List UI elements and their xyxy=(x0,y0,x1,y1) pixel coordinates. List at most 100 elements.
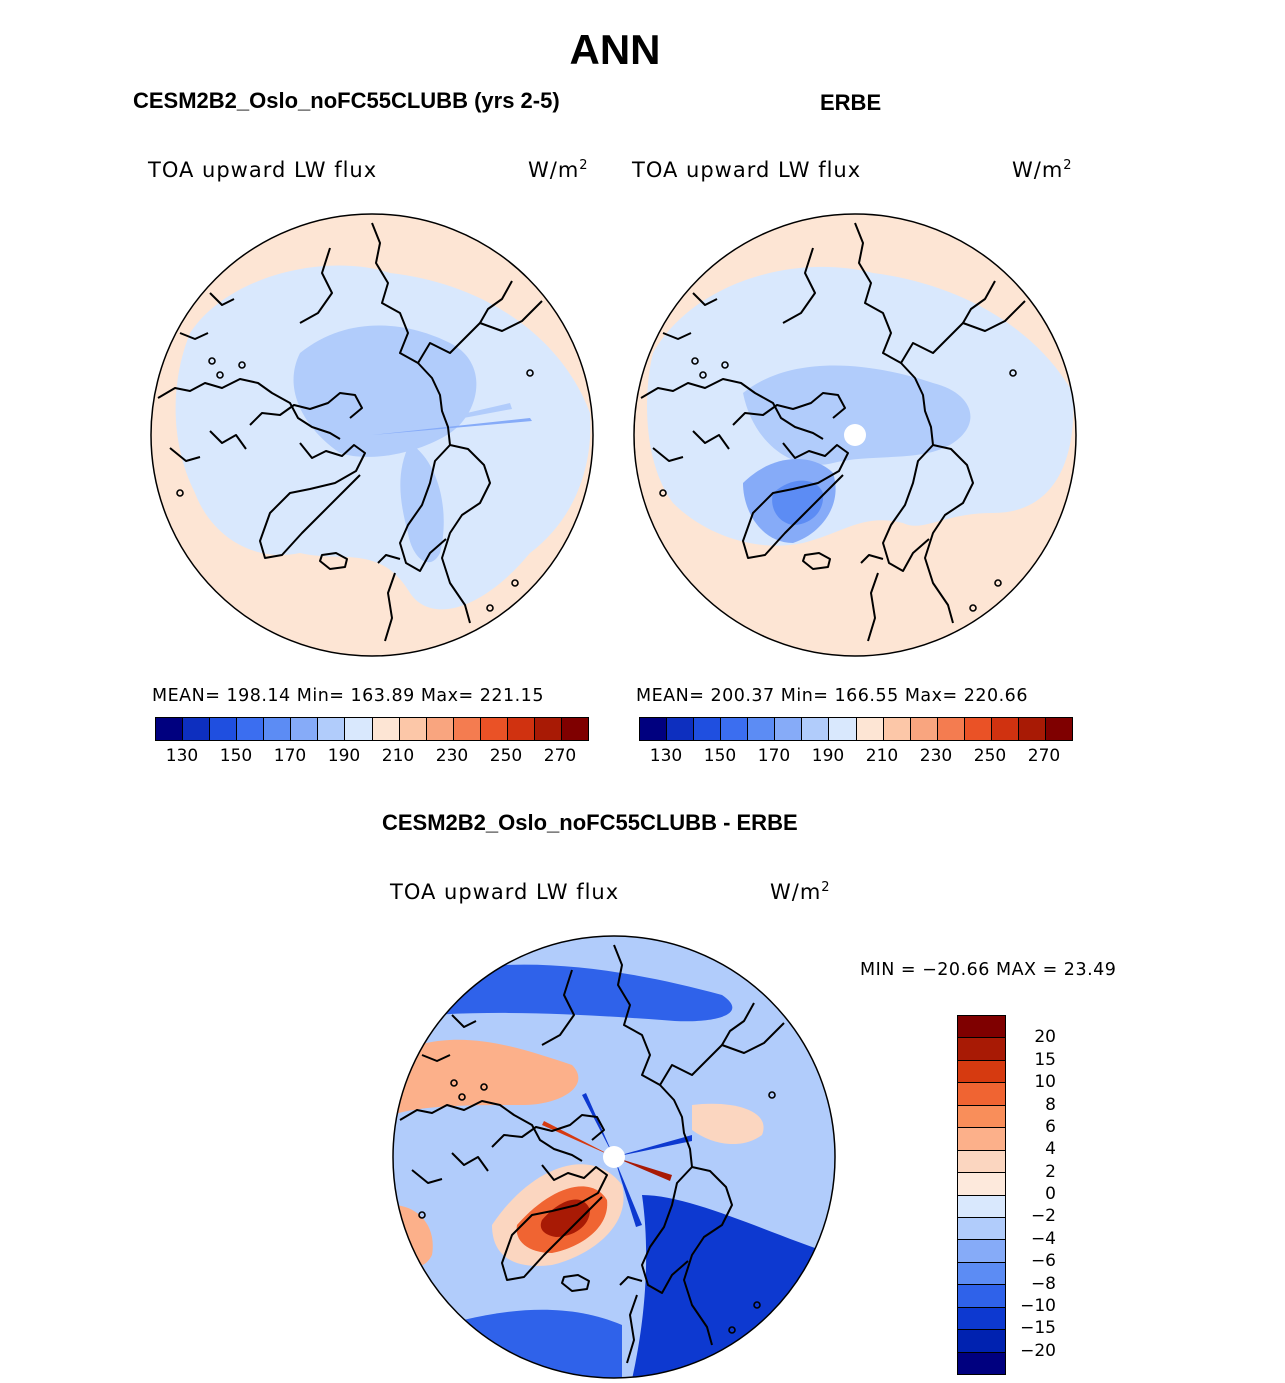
island xyxy=(969,604,977,612)
contour-fill xyxy=(743,365,971,465)
artifact-streak xyxy=(582,1093,614,1157)
pole-hole xyxy=(603,1146,625,1168)
artifact-streak xyxy=(614,1135,692,1157)
colorbar-tick-label: 250 xyxy=(973,746,1007,766)
panel1-polar-map xyxy=(150,213,594,657)
colorbar-swatch xyxy=(856,718,884,740)
panel2-units-label: W/m2 xyxy=(1012,158,1073,182)
coastline xyxy=(721,1002,755,1046)
colorbar-swatch xyxy=(291,718,319,740)
island xyxy=(659,489,667,497)
island xyxy=(721,361,729,369)
colorbar-tick-label: 6 xyxy=(1045,1116,1056,1137)
panel3-colorbar xyxy=(957,1015,1006,1375)
colorbar-swatch xyxy=(183,718,211,740)
coastline xyxy=(491,1114,605,1148)
colorbar-swatch xyxy=(721,718,749,740)
panel2-case-title: ERBE xyxy=(820,90,882,115)
colorbar-swatch xyxy=(958,1352,1005,1374)
panel1-colorbar xyxy=(155,717,589,741)
colorbar-tick-label: 0 xyxy=(1045,1184,1056,1204)
colorbar-tick-label: 270 xyxy=(543,746,577,766)
colorbar-tick-label: −8 xyxy=(1030,1273,1056,1294)
coastline xyxy=(209,292,235,306)
colorbar-tick-label: −10 xyxy=(1020,1295,1056,1316)
colorbar-swatch xyxy=(958,1016,1005,1039)
coastline xyxy=(662,332,692,340)
coastline xyxy=(640,378,824,440)
colorbar-swatch xyxy=(640,718,668,740)
coastline xyxy=(854,222,1026,364)
coastline xyxy=(371,222,543,364)
coastline xyxy=(501,1164,608,1281)
panel3-variable-label: TOA upward LW flux xyxy=(390,880,620,904)
artifact-streak xyxy=(372,418,532,435)
colorbar-swatch xyxy=(910,718,938,740)
colorbar-tick-label: −2 xyxy=(1030,1206,1056,1227)
colorbar-swatch xyxy=(958,1173,1005,1196)
island xyxy=(176,489,184,497)
panel1-variable-label: TOA upward LW flux xyxy=(148,158,378,182)
colorbar-tick-label: 10 xyxy=(1034,1072,1056,1093)
coastline xyxy=(867,572,879,642)
main-title: ANN xyxy=(569,26,661,73)
island xyxy=(728,1326,736,1334)
colorbar-tick-label: 170 xyxy=(757,746,791,766)
panel2-polar-map xyxy=(633,213,1077,657)
colorbar-swatch xyxy=(883,718,911,740)
colorbar-swatch xyxy=(958,1083,1005,1106)
panel1-stats: MEAN= 198.14 Min= 163.89 Max= 221.15 xyxy=(152,686,544,706)
coastline xyxy=(411,1169,443,1184)
colorbar-swatch xyxy=(829,718,857,740)
coastline xyxy=(169,447,201,462)
colorbar-tick-label: 190 xyxy=(811,746,845,766)
colorbar-tick-label: 4 xyxy=(1045,1139,1056,1160)
colorbar-tick-label: 230 xyxy=(919,746,953,766)
colorbar-swatch xyxy=(958,1038,1005,1061)
coastline xyxy=(613,944,785,1086)
island xyxy=(994,579,1002,587)
coastline xyxy=(319,552,348,570)
coastline xyxy=(299,247,333,324)
colorbar-swatch xyxy=(958,1217,1005,1241)
coastline xyxy=(900,362,974,624)
panel2-variable-label: TOA upward LW flux xyxy=(632,158,862,182)
coastline xyxy=(417,362,491,624)
island xyxy=(691,357,699,365)
colorbar-swatch xyxy=(264,718,292,740)
island xyxy=(768,1091,776,1099)
colorbar-swatch xyxy=(345,718,373,740)
coastline xyxy=(479,280,513,324)
coastline xyxy=(157,378,341,440)
panel3-case-title: CESM2B2_Oslo_noFC55CLUBB - ERBE xyxy=(382,810,798,835)
panel3-stats: MIN = −20.66 MAX = 23.49 xyxy=(860,960,1117,980)
coastline xyxy=(692,292,718,306)
colorbar-tick-label: 170 xyxy=(273,746,307,766)
colorbar-swatch xyxy=(958,1060,1005,1084)
coastline xyxy=(451,1014,477,1028)
coastline xyxy=(652,447,684,462)
colorbar-tick-label: 190 xyxy=(327,746,361,766)
colorbar-swatch xyxy=(958,1262,1005,1286)
coastline xyxy=(882,444,934,572)
colorbar-tick-label: 150 xyxy=(219,746,253,766)
island xyxy=(699,371,707,379)
contour-fill xyxy=(432,964,733,1022)
colorbar-swatch xyxy=(694,718,722,740)
island xyxy=(480,1083,488,1091)
island xyxy=(458,1093,466,1101)
colorbar-swatch xyxy=(237,718,265,740)
artifact-streak xyxy=(614,1157,672,1181)
coastline xyxy=(619,1276,643,1286)
colorbar-swatch xyxy=(372,718,400,740)
colorbar-tick-label: −20 xyxy=(1020,1340,1056,1361)
coastline xyxy=(692,430,730,450)
artifact-streak xyxy=(614,1157,642,1227)
colorbar-swatch xyxy=(958,1150,1005,1174)
colorbar-tick-label: −4 xyxy=(1030,1228,1056,1249)
colorbar-tick-label: −6 xyxy=(1030,1251,1056,1272)
island xyxy=(486,604,494,612)
colorbar-swatch xyxy=(958,1195,1005,1218)
coastline xyxy=(732,392,846,426)
coastline xyxy=(259,442,366,559)
